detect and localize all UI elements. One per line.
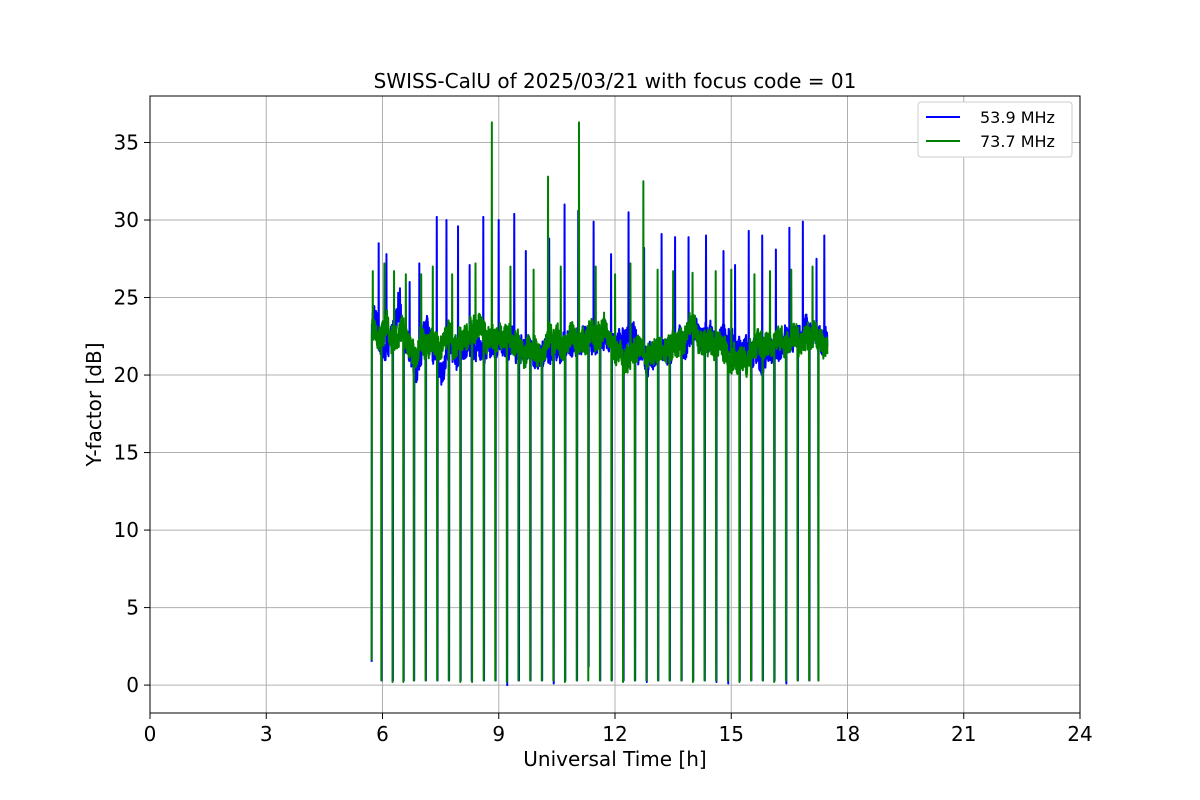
x-tick-label-1: 3 [260, 722, 273, 746]
x-tick-label-3: 9 [492, 722, 505, 746]
x-tick-label-8: 24 [1067, 722, 1092, 746]
legend-label-1: 73.7 MHz [980, 132, 1055, 151]
y-axis: 0 5 10 15 20 25 30 35 [114, 131, 150, 697]
y-tick-label-3: 15 [114, 441, 139, 465]
x-tick-label-4: 12 [602, 722, 627, 746]
x-tick-label-5: 15 [719, 722, 744, 746]
y-tick-label-5: 25 [114, 286, 139, 310]
x-tick-label-0: 0 [144, 722, 157, 746]
y-tick-label-1: 5 [126, 596, 139, 620]
y-tick-label-2: 10 [114, 518, 139, 542]
legend-frame [917, 101, 1073, 158]
x-axis-title: Universal Time [h] [523, 747, 706, 771]
y-tick-label-7: 35 [114, 131, 139, 155]
y-tick-label-4: 20 [114, 363, 139, 387]
y-axis-title: Y-factor [dB] [82, 342, 106, 467]
y-tick-label-0: 0 [126, 673, 139, 697]
legend: 53.9 MHz 73.7 MHz [917, 101, 1073, 158]
series-layer [370, 121, 829, 687]
series-line-1 [370, 121, 829, 683]
x-tick-label-2: 6 [376, 722, 389, 746]
y-tick-label-6: 30 [114, 208, 139, 232]
x-tick-label-6: 18 [835, 722, 860, 746]
legend-label-0: 53.9 MHz [980, 108, 1055, 127]
x-axis: 0 3 6 9 12 15 18 21 24 [144, 713, 1093, 746]
x-tick-label-7: 21 [951, 722, 976, 746]
chart-title: SWISS-CalU of 2025/03/21 with focus code… [374, 69, 857, 93]
